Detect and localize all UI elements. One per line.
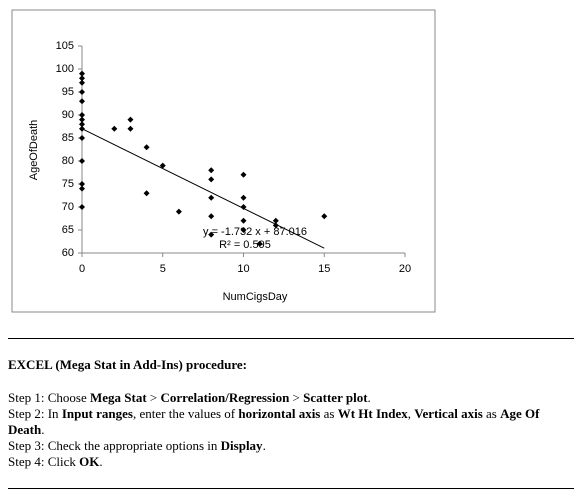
point bbox=[79, 135, 85, 141]
y-tick-label: 60 bbox=[62, 247, 74, 259]
step-text: Scatter plot bbox=[303, 390, 368, 405]
step-text: Mega Stat bbox=[89, 390, 147, 405]
step-text: , enter the values of bbox=[132, 406, 239, 421]
y-tick-label: 90 bbox=[62, 109, 74, 121]
point bbox=[208, 213, 215, 220]
step-text: Step 1: Choose bbox=[8, 390, 90, 405]
y-tick-label: 75 bbox=[62, 178, 74, 190]
point bbox=[79, 79, 85, 86]
point bbox=[208, 167, 215, 174]
point bbox=[127, 125, 134, 132]
r-squared: R² = 0.595 bbox=[219, 239, 271, 251]
point bbox=[143, 144, 150, 151]
step-text: Age Of Death bbox=[8, 406, 540, 437]
point bbox=[272, 222, 279, 229]
point bbox=[240, 204, 247, 210]
step-text: OK bbox=[79, 454, 100, 469]
point bbox=[127, 116, 134, 123]
point bbox=[79, 181, 85, 187]
rule bbox=[8, 338, 574, 339]
point bbox=[111, 125, 118, 132]
step: Step 3: Check the appropriate options in… bbox=[8, 438, 574, 454]
document: EXCEL (Mega Stat in Add-Ins) procedure: … bbox=[8, 338, 574, 489]
x-tick-label: 20 bbox=[399, 263, 411, 275]
step-text: , bbox=[407, 406, 415, 421]
y-tick-label: 65 bbox=[62, 224, 74, 236]
y-tick-label: 80 bbox=[62, 155, 74, 167]
y-axis-label: AgeOfDeath bbox=[28, 120, 40, 181]
step: Step 1: Choose Mega Stat > Correlation/R… bbox=[8, 390, 574, 406]
step-text: > bbox=[146, 390, 161, 405]
point bbox=[208, 231, 215, 238]
step-text: Correlation/Regression bbox=[160, 390, 290, 405]
point bbox=[79, 98, 85, 105]
x-tick-label: 0 bbox=[79, 263, 85, 275]
step-text: > bbox=[289, 390, 304, 405]
step-text: as bbox=[482, 406, 501, 421]
point bbox=[175, 208, 182, 215]
x-axis-label: NumCigsDay bbox=[223, 291, 288, 303]
point bbox=[143, 190, 150, 197]
step-text: Step 2: In bbox=[8, 406, 62, 421]
y-tick-label: 100 bbox=[56, 63, 74, 75]
step-text: as bbox=[320, 406, 338, 421]
y-tick-label: 105 bbox=[56, 40, 74, 52]
point bbox=[79, 204, 85, 210]
point bbox=[272, 217, 279, 224]
chart: NumCigsDay AgeOfDeath 60 65 70 75 80 85 90 95 10… bbox=[11, 9, 436, 313]
trendline bbox=[81, 128, 325, 249]
point bbox=[208, 194, 215, 201]
point bbox=[321, 213, 328, 220]
step-text: Vertical axis bbox=[414, 406, 483, 421]
point bbox=[79, 185, 85, 192]
step: Step 2: In Input ranges, enter the value… bbox=[8, 406, 574, 438]
point bbox=[79, 70, 85, 77]
x-tick-label: 15 bbox=[318, 263, 330, 275]
step-text: Step 3: Check the appropriate options in bbox=[8, 438, 221, 453]
x-tick-label: 10 bbox=[237, 263, 249, 275]
step-text: . bbox=[99, 454, 103, 469]
steps: Step 1: Choose Mega Stat > Correlation/R… bbox=[8, 390, 574, 470]
y-tick-label: 95 bbox=[62, 86, 74, 98]
point bbox=[240, 217, 247, 224]
point bbox=[79, 116, 85, 123]
step-text: . bbox=[262, 438, 266, 453]
trendline-equation: y = -1.732 x + 87.016 bbox=[203, 226, 307, 238]
step-text: Wt Ht Index bbox=[337, 406, 408, 421]
y-tick-label: 85 bbox=[62, 132, 74, 144]
x-tick-label: 5 bbox=[160, 263, 166, 275]
point bbox=[159, 162, 166, 169]
point bbox=[79, 158, 85, 164]
step-text: Display bbox=[220, 438, 263, 453]
point bbox=[256, 240, 263, 247]
step-text: . bbox=[367, 390, 371, 405]
y-tick-label: 70 bbox=[62, 201, 74, 213]
step-text: horizontal axis bbox=[238, 406, 321, 421]
point bbox=[79, 121, 85, 128]
point bbox=[240, 227, 247, 233]
step-text: Step 4: Click bbox=[8, 454, 80, 469]
point bbox=[79, 112, 85, 118]
step-text: Input ranges bbox=[61, 406, 133, 421]
point bbox=[79, 125, 85, 132]
point bbox=[79, 89, 85, 95]
chart-frame bbox=[11, 9, 436, 313]
rule bbox=[8, 488, 574, 489]
point bbox=[208, 176, 215, 183]
heading: EXCEL (Mega Stat in Add-Ins) procedure: bbox=[8, 357, 247, 372]
point bbox=[240, 171, 247, 178]
point bbox=[79, 75, 85, 82]
point bbox=[240, 194, 247, 201]
step: Step 4: Click OK. bbox=[8, 454, 574, 470]
step-text: . bbox=[41, 422, 45, 437]
